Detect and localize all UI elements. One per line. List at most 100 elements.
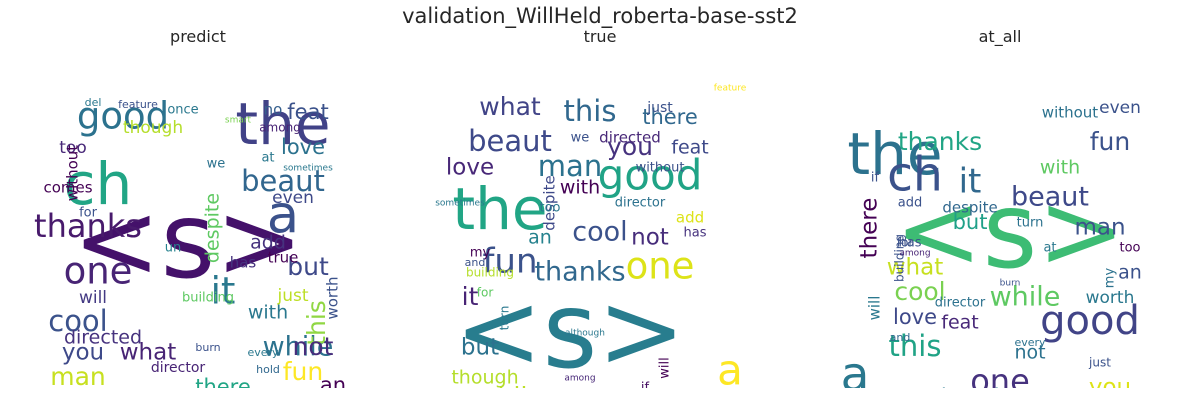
word-not: not <box>293 332 334 361</box>
wordcloud-at-all: <s> the ch a good it one this beaut while thanks fu… <box>830 48 1170 388</box>
word-thanks: thanks <box>898 127 982 156</box>
word-while: while <box>990 282 1061 313</box>
word-director: director <box>615 196 666 211</box>
word-thanks: thanks <box>34 207 142 245</box>
word-a: a <box>841 348 870 389</box>
word-ch: ch <box>887 148 943 203</box>
word-good: good <box>1040 298 1140 344</box>
wordcloud-svg-predict: <s>ch the good ait one thanks beaut cool while ma… <box>34 90 346 388</box>
word-director: director <box>151 360 206 376</box>
word-worth: worth <box>1086 288 1135 308</box>
word-an: an <box>528 227 552 249</box>
word-hold: hold <box>256 363 280 376</box>
word-without: without <box>64 145 82 202</box>
word-it: it <box>211 270 236 313</box>
word-will: will <box>866 296 884 321</box>
word-what: what <box>887 255 944 281</box>
word-thanks: thanks <box>534 257 625 288</box>
word-despite: despite <box>202 193 224 263</box>
word-will: will <box>658 357 673 378</box>
panel-title-at-all: at_all <box>978 27 1022 46</box>
word-del: del <box>85 96 102 109</box>
word-despite: despite <box>942 199 997 217</box>
word-too: too <box>1119 241 1140 256</box>
word-fun: fun <box>1090 127 1131 156</box>
word-turn: turn <box>498 306 512 331</box>
word-an: an <box>1118 262 1142 284</box>
word-it: it <box>462 282 479 311</box>
word-while: while <box>263 332 334 363</box>
word-has: has <box>899 236 922 251</box>
word-beaut: beaut <box>468 124 552 158</box>
word-smart: smart <box>225 116 252 126</box>
word-at: at <box>1043 241 1056 256</box>
word-true: true <box>268 249 299 267</box>
word-beaut: beaut <box>241 164 325 198</box>
word-though: though <box>451 367 518 389</box>
word-feature: feature <box>118 98 158 111</box>
word-cool: cool <box>572 217 627 248</box>
wordcloud-predict: <s> ch the good a it one thanks beaut cool while ma… <box>28 48 368 388</box>
word-good: good <box>598 151 703 200</box>
word-love: love <box>446 155 494 181</box>
word-this: this <box>889 329 942 363</box>
word-will: will <box>79 288 107 308</box>
word-feat: feat <box>671 137 708 159</box>
word-one: one <box>970 362 1030 388</box>
word-you: you <box>607 132 653 161</box>
word-you: you <box>1089 375 1131 389</box>
word-add: add <box>898 196 922 211</box>
word-what: what <box>479 92 541 121</box>
word-among: among <box>899 249 930 259</box>
word-sometimes: sometimes <box>435 199 485 209</box>
word-feat: feat <box>941 312 978 334</box>
word-the: the <box>847 120 942 188</box>
word-with: with <box>560 177 600 199</box>
word-we: we <box>571 131 590 146</box>
word-s: <s> <box>455 270 686 388</box>
word-ch: ch <box>64 150 133 218</box>
word-at: at <box>261 151 274 166</box>
word-but: but <box>953 210 988 234</box>
word-this: this <box>302 300 331 346</box>
word-fun: fun <box>283 357 324 386</box>
word-building: building <box>182 291 234 306</box>
word-with: with <box>1040 157 1080 179</box>
word-one: one <box>626 245 695 288</box>
word-love: love <box>893 305 937 329</box>
word-building: building <box>893 234 907 282</box>
word-there: there <box>857 198 883 259</box>
word-every: every <box>1014 336 1046 349</box>
word-feat: feat <box>287 100 328 124</box>
word-though: though <box>933 385 1007 388</box>
word-every: every <box>247 346 279 359</box>
word-has: has <box>684 226 707 241</box>
word-if: if <box>641 381 650 389</box>
word-it: it <box>959 162 982 202</box>
word-there: there <box>642 105 698 129</box>
word-despite: despite <box>541 175 559 230</box>
word-burn: burn <box>195 341 220 354</box>
word-although: although <box>565 329 605 339</box>
word-un: un <box>165 241 181 256</box>
word-fun: fun <box>482 242 537 282</box>
panel-title-true: true <box>583 27 617 46</box>
word-an: an <box>320 373 346 388</box>
word-turn: turn <box>1017 216 1044 231</box>
word-cool: cool <box>48 304 108 338</box>
word-directed: directed <box>599 129 661 147</box>
word-we: we <box>207 157 226 172</box>
word-even: even <box>272 188 314 208</box>
word-comes: comes <box>522 386 558 388</box>
word-s: <s> <box>73 180 304 302</box>
word-for: for <box>79 206 98 221</box>
word-the: the <box>452 175 547 243</box>
wordcloud-panel-at-all: at_all <s> the ch a good it one this beaut while t… <box>830 28 1170 388</box>
word-feature: feature <box>714 84 747 94</box>
word-no: no <box>264 101 283 119</box>
word-this: this <box>564 94 617 128</box>
word-s: <s> <box>895 170 1126 292</box>
word-without: without <box>636 161 685 176</box>
